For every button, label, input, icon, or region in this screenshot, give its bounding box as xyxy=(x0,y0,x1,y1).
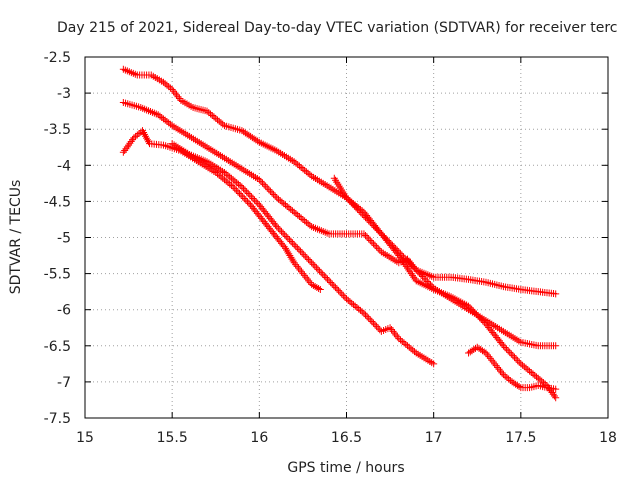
y-tick-label: -4 xyxy=(57,158,71,174)
series-track-3 xyxy=(119,127,324,293)
series-track-2 xyxy=(119,98,560,350)
series-track-6 xyxy=(465,343,560,393)
y-tick-label: -3.5 xyxy=(44,122,71,138)
chart-title: Day 215 of 2021, Sidereal Day-to-day VTE… xyxy=(57,20,617,36)
y-tick-label: -2.5 xyxy=(44,50,71,66)
data-series xyxy=(119,65,560,402)
data-point-markers xyxy=(168,140,438,368)
x-tick-label: 16.5 xyxy=(331,430,362,446)
series-track-5 xyxy=(330,174,560,402)
y-tick-label: -7.5 xyxy=(44,411,71,427)
x-tick-label: 17 xyxy=(425,430,443,446)
x-tick-label: 18 xyxy=(599,430,617,446)
data-point-markers xyxy=(330,174,560,402)
data-point-markers xyxy=(119,65,560,298)
y-tick-label: -3 xyxy=(57,86,71,102)
series-track-4 xyxy=(168,140,438,368)
data-point-markers xyxy=(119,127,324,293)
axis-ticks: 15 15.5 16 16.5 17 17.5 18 -2.5 -3 -3.5 -4 -4.5 -5 -5… xyxy=(44,50,617,446)
y-tick-label: -5 xyxy=(57,231,71,247)
y-tick-label: -5.5 xyxy=(44,267,71,283)
x-tick-label: 17.5 xyxy=(505,430,536,446)
series-track-1 xyxy=(119,65,560,298)
x-axis-label: GPS time / hours xyxy=(287,460,404,476)
y-tick-label: -4.5 xyxy=(44,194,71,210)
y-axis-label: SDTVAR / TECUs xyxy=(8,180,24,295)
data-point-markers xyxy=(465,343,560,393)
x-tick-label: 15.5 xyxy=(157,430,188,446)
x-tick-label: 15 xyxy=(76,430,94,446)
x-tick-label: 16 xyxy=(250,430,268,446)
grid xyxy=(85,57,608,418)
y-tick-label: -6.5 xyxy=(44,339,71,355)
y-tick-label: -7 xyxy=(57,375,71,391)
y-tick-label: -6 xyxy=(57,303,71,319)
data-point-markers xyxy=(119,98,560,350)
